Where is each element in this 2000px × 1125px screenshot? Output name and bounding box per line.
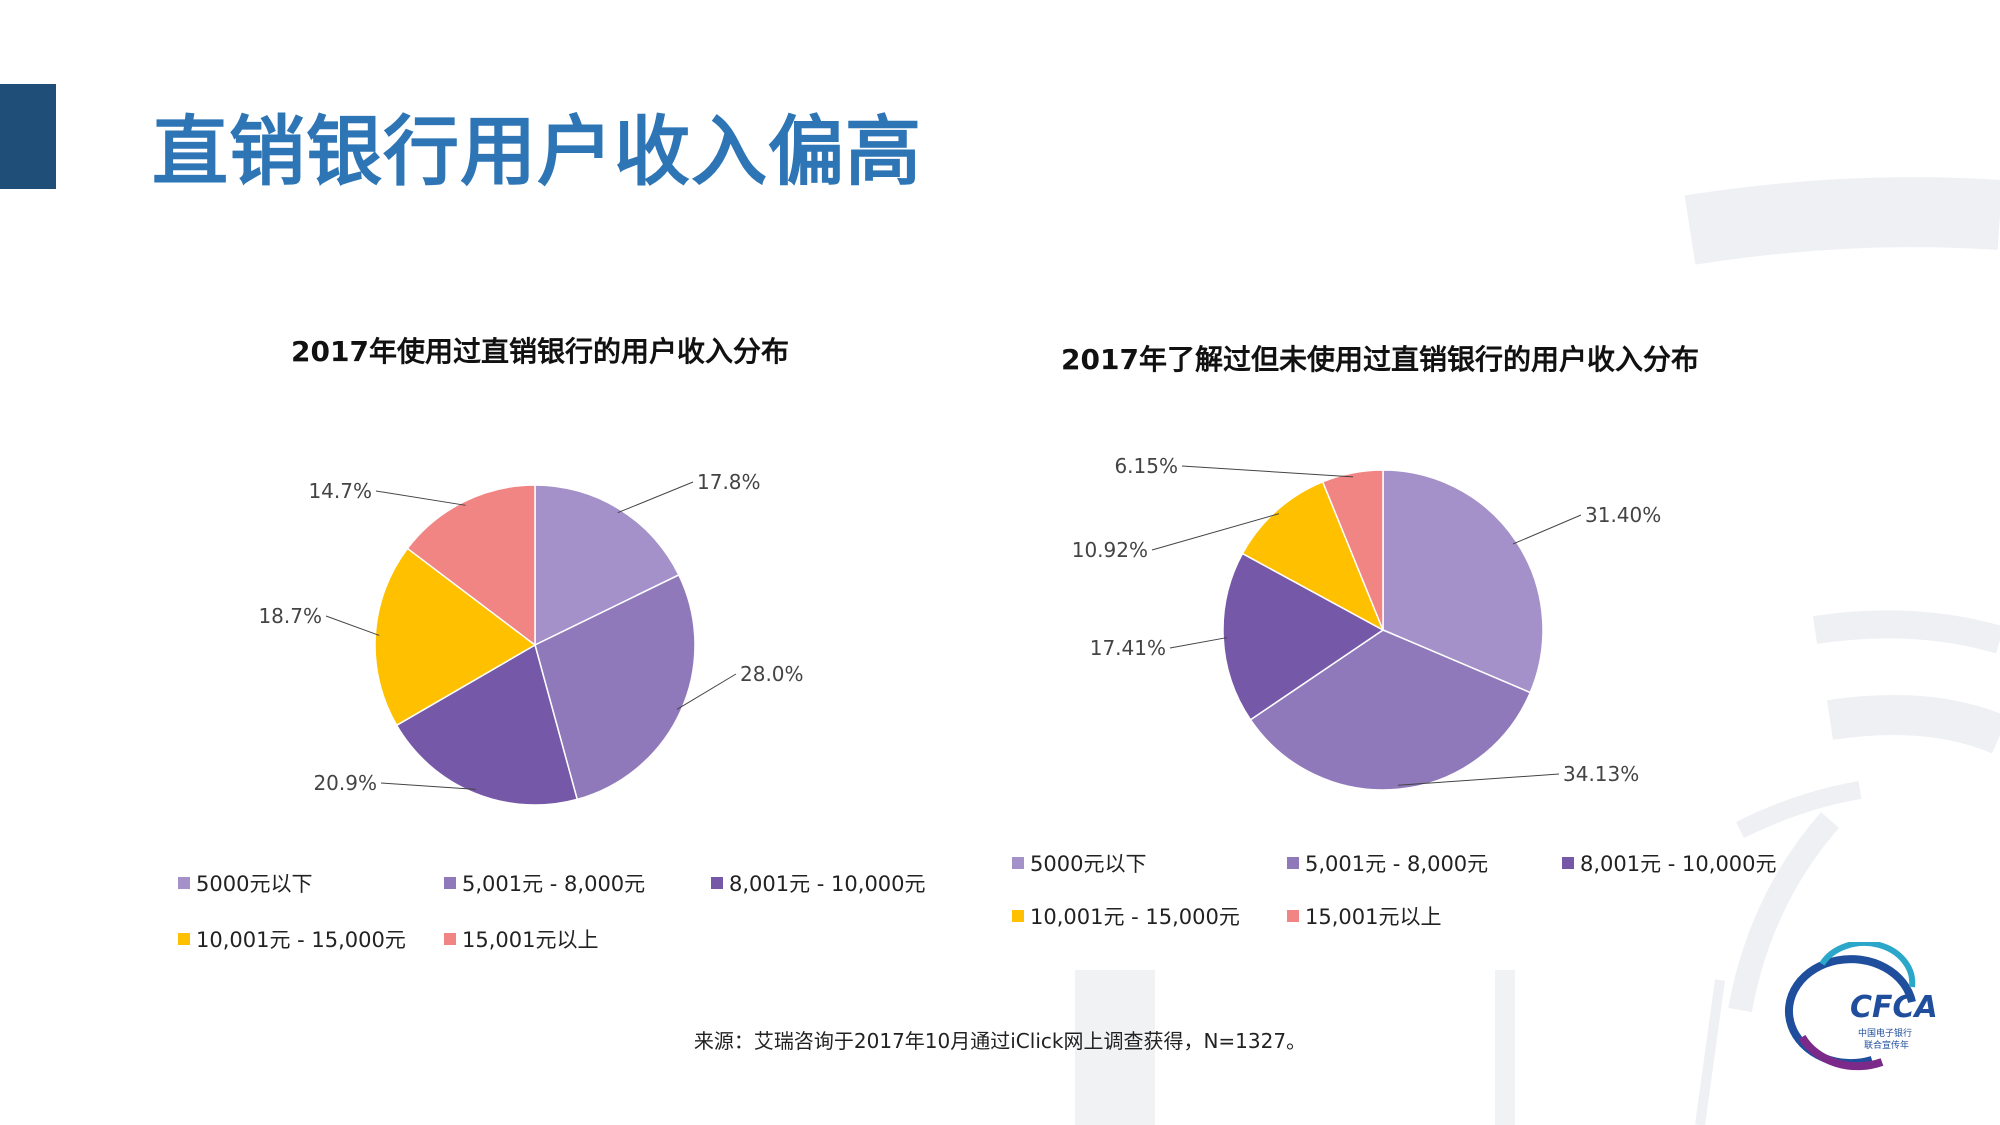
legend-swatch: [1287, 910, 1299, 922]
legend-item-1: 5000元以下: [1012, 848, 1146, 878]
data-label-3: 17.41%: [1090, 636, 1166, 660]
legend-label: 8,001元 - 10,000元: [1580, 852, 1777, 876]
pie-slice-3: [1222, 552, 1385, 721]
legend-item-3: 8,001元 - 10,000元: [1562, 848, 1777, 878]
legend-swatch: [1012, 857, 1024, 869]
legend-item-1: 5000元以下: [178, 868, 312, 898]
pie-slice-2: [1249, 629, 1532, 791]
legend-item-3: 8,001元 - 10,000元: [711, 868, 926, 898]
legend-label: 10,001元 - 15,000元: [1030, 905, 1240, 929]
leader-line-3: [380, 782, 476, 790]
legend-swatch: [1562, 857, 1574, 869]
legend-item-4: 10,001元 - 15,000元: [1012, 901, 1240, 931]
legend-label: 8,001元 - 10,000元: [729, 872, 926, 896]
pie-slice-5: [406, 484, 536, 647]
legend-swatch: [178, 933, 190, 945]
legend-label: 5000元以下: [196, 872, 313, 896]
pie-slice-4: [374, 547, 537, 727]
pie-slice-3: [395, 643, 579, 806]
legend-item-5: 15,001元以上: [1287, 901, 1441, 931]
pie-slice-4: [1241, 480, 1385, 632]
leader-line-2: [1398, 773, 1560, 786]
pie-slice-2: [534, 573, 696, 801]
title-accent-bar: [0, 84, 56, 189]
data-label-2: 28.0%: [740, 662, 804, 686]
legend-swatch: [1287, 857, 1299, 869]
legend-label: 10,001元 - 15,000元: [196, 928, 406, 952]
legend-swatch: [1012, 910, 1024, 922]
source-note: 来源：艾瑞咨询于2017年10月通过iClick网上调查获得，N=1327。: [693, 1029, 1307, 1053]
data-label-5: 6.15%: [1114, 454, 1178, 478]
data-label-1: 31.40%: [1585, 503, 1661, 527]
cfca-logo: [1785, 942, 1916, 1071]
leader-line-4: [1151, 513, 1280, 551]
chart-title-used: 2017年使用过直销银行的用户收入分布: [291, 335, 789, 368]
leader-line-5: [1181, 465, 1354, 478]
legend-item-2: 5,001元 - 8,000元: [444, 868, 645, 898]
legend-label: 15,001元以上: [1305, 905, 1442, 929]
legend-item-2: 5,001元 - 8,000元: [1287, 848, 1488, 878]
pie-slice-5: [1321, 469, 1384, 631]
legend-swatch: [178, 877, 190, 889]
page-title: 直销银行用户收入偏高: [152, 107, 922, 196]
legend-item-4: 10,001元 - 15,000元: [178, 924, 406, 954]
data-label-2: 34.13%: [1563, 762, 1639, 786]
data-label-3: 20.9%: [313, 771, 377, 795]
data-label-4: 10.92%: [1072, 538, 1148, 562]
leader-line-5: [375, 490, 466, 506]
leader-line-2: [676, 673, 737, 710]
data-label-5: 14.7%: [308, 479, 372, 503]
legend-label: 15,001元以上: [462, 928, 599, 952]
leader-line-3: [1169, 637, 1228, 649]
data-label-1: 17.8%: [697, 470, 761, 494]
logo-subtitle-line1: 中国电子银行: [1858, 1029, 1913, 1039]
pie-slice-1: [1382, 469, 1544, 694]
data-label-4: 18.7%: [258, 604, 322, 628]
leader-line-1: [1512, 514, 1582, 545]
logo-text: CFCA: [1850, 990, 1938, 1025]
legend-label: 5,001元 - 8,000元: [1305, 852, 1489, 876]
chart-title-aware: 2017年了解过但未使用过直销银行的用户收入分布: [1061, 343, 1699, 376]
legend-swatch: [711, 877, 723, 889]
leader-line-1: [617, 481, 694, 514]
leader-line-4: [325, 615, 380, 636]
legend-swatch: [444, 933, 456, 945]
legend-item-5: 15,001元以上: [444, 924, 598, 954]
logo-subtitle-line2: 联合宣传年: [1864, 1041, 1910, 1051]
pie-slice-1: [534, 484, 680, 647]
legend-label: 5,001元 - 8,000元: [462, 872, 646, 896]
legend-swatch: [444, 877, 456, 889]
legend-label: 5000元以下: [1030, 852, 1147, 876]
